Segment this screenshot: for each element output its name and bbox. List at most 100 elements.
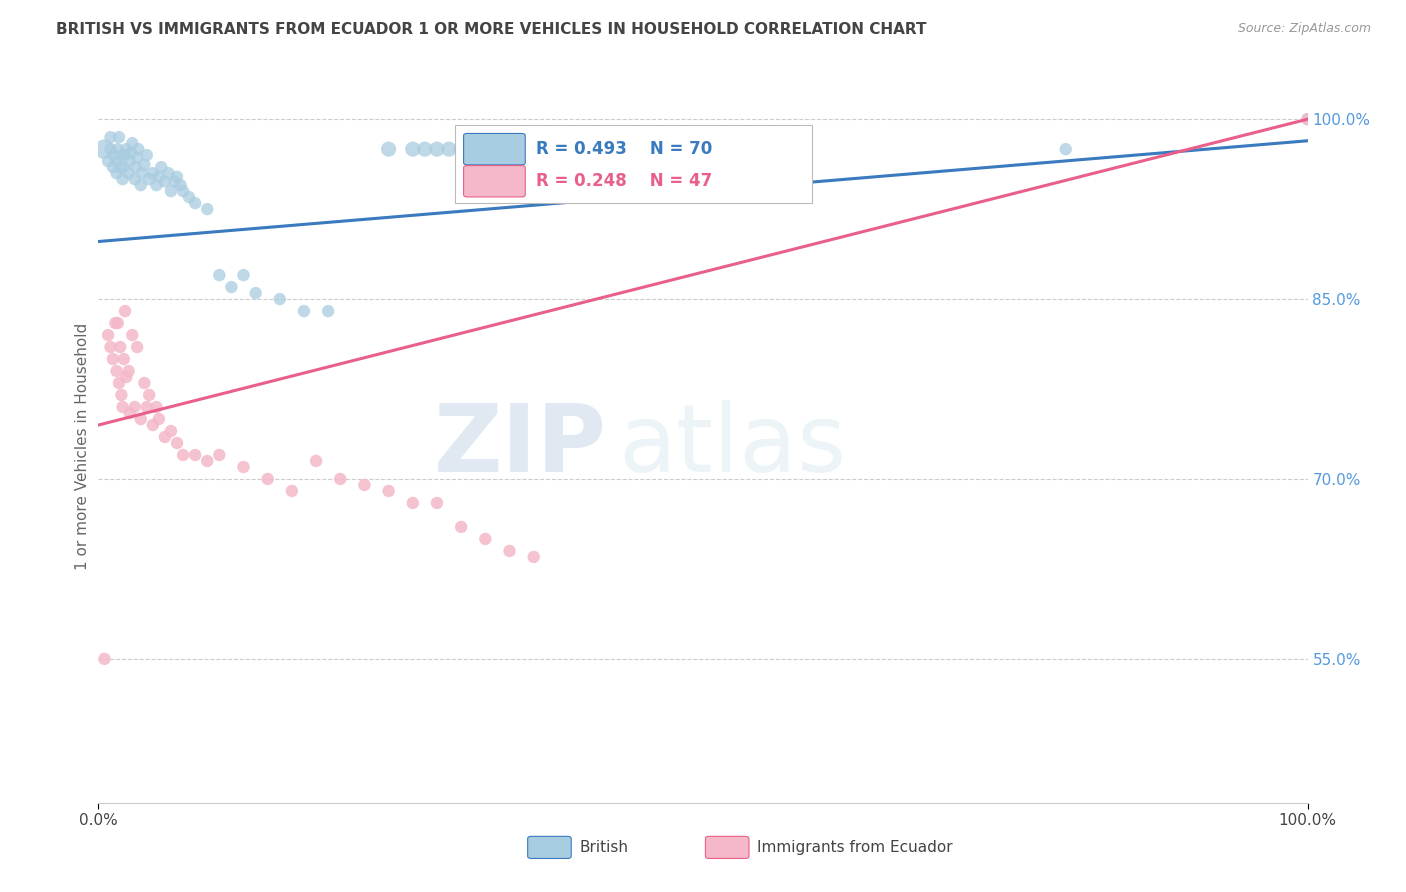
Point [163, 175, 186, 189]
Point [107, 316, 129, 330]
Point [120, 145, 142, 160]
Point [160, 184, 183, 198]
Point [112, 160, 135, 174]
FancyBboxPatch shape [456, 125, 811, 203]
Point [145, 400, 167, 414]
Point [114, 304, 136, 318]
Point [329, 472, 352, 486]
Point [1054, 142, 1077, 156]
Point [558, 142, 581, 156]
Point [450, 142, 472, 156]
Point [105, 166, 128, 180]
FancyBboxPatch shape [464, 134, 526, 165]
Point [150, 160, 173, 174]
FancyBboxPatch shape [527, 837, 571, 858]
Point [101, 160, 124, 174]
Point [129, 412, 152, 426]
Text: R = 0.248    N = 47: R = 0.248 N = 47 [536, 172, 713, 190]
Point [135, 148, 157, 162]
Point [523, 142, 546, 156]
Point [124, 172, 146, 186]
Point [474, 532, 496, 546]
Point [127, 142, 149, 156]
Point [97, 328, 120, 343]
Point [269, 292, 291, 306]
Point [97, 154, 120, 169]
Point [142, 166, 165, 180]
Point [110, 388, 132, 402]
Point [103, 148, 125, 162]
Point [93, 652, 115, 666]
Point [121, 136, 143, 151]
Point [129, 178, 152, 193]
Point [118, 166, 141, 180]
Point [114, 148, 136, 162]
Point [107, 142, 129, 156]
Point [134, 158, 156, 172]
Point [232, 460, 254, 475]
Point [108, 160, 131, 174]
Point [124, 400, 146, 414]
FancyBboxPatch shape [706, 837, 749, 858]
Point [157, 166, 180, 180]
Point [148, 412, 170, 426]
Point [111, 172, 134, 186]
Point [93, 142, 115, 156]
Point [595, 142, 617, 156]
Point [195, 454, 218, 468]
Point [153, 430, 176, 444]
Point [100, 142, 122, 156]
Point [583, 142, 606, 156]
Point [486, 142, 509, 156]
Text: atlas: atlas [619, 400, 846, 492]
Point [179, 190, 201, 204]
Point [101, 352, 124, 367]
Point [534, 142, 557, 156]
Point [292, 304, 315, 318]
Point [153, 175, 176, 189]
Point [510, 142, 533, 156]
Text: R = 0.493    N = 70: R = 0.493 N = 70 [536, 140, 713, 158]
Point [232, 268, 254, 282]
Point [105, 364, 128, 378]
Point [377, 142, 399, 156]
Point [148, 169, 170, 184]
Point [166, 436, 188, 450]
Point [172, 184, 194, 198]
Y-axis label: 1 or more Vehicles in Household: 1 or more Vehicles in Household [75, 322, 90, 570]
Point [402, 142, 425, 156]
Point [138, 172, 160, 186]
Point [108, 376, 131, 390]
FancyBboxPatch shape [464, 166, 526, 197]
Point [100, 340, 122, 354]
Point [127, 340, 149, 354]
Point [195, 202, 218, 216]
Point [463, 142, 485, 156]
Point [245, 286, 267, 301]
Point [523, 549, 546, 564]
Point [377, 483, 399, 498]
Point [402, 496, 425, 510]
Point [498, 142, 520, 156]
Point [115, 142, 138, 156]
Text: British: British [579, 840, 628, 855]
Point [127, 151, 149, 165]
Point [1296, 112, 1319, 127]
Point [437, 142, 460, 156]
Point [169, 178, 191, 193]
Point [118, 406, 141, 420]
Point [450, 520, 472, 534]
Point [112, 352, 135, 367]
Text: Immigrants from Ecuador: Immigrants from Ecuador [758, 840, 953, 855]
Point [184, 196, 207, 211]
Point [184, 448, 207, 462]
Point [100, 130, 122, 145]
Point [413, 142, 436, 156]
Text: Source: ZipAtlas.com: Source: ZipAtlas.com [1237, 22, 1371, 36]
Point [121, 328, 143, 343]
Point [111, 400, 134, 414]
Point [118, 154, 141, 169]
Point [208, 448, 231, 462]
Point [426, 496, 449, 510]
Point [105, 154, 128, 169]
